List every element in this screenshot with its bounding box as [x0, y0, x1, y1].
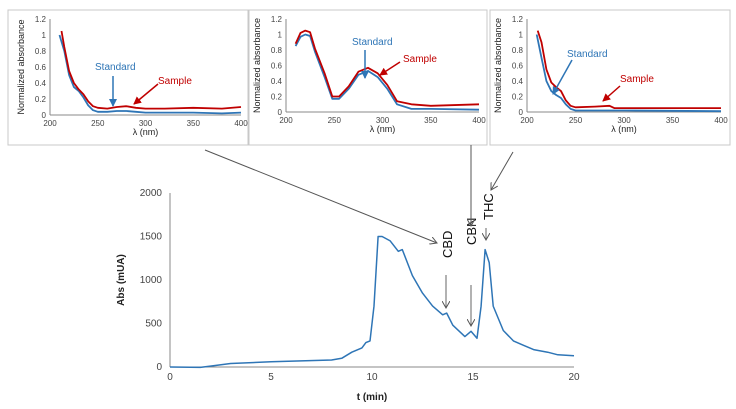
y-tick-label: 0.6	[512, 62, 524, 71]
y-tick-label: 0.4	[512, 77, 524, 86]
peak-label-thc: THC	[481, 193, 496, 220]
x-tick-label: 20	[568, 372, 580, 383]
y-axis-label: Normalized absorbance	[493, 18, 503, 113]
standard-arrow	[552, 59, 573, 95]
y-tick-label: 0	[519, 108, 524, 117]
sample-arrow	[379, 61, 401, 76]
series-line-sample	[294, 29, 480, 107]
connector-arrow-cbd	[204, 149, 437, 243]
x-tick-label: 400	[472, 116, 486, 125]
y-tick-label: 0.4	[271, 77, 283, 86]
y-tick-label: 1	[278, 31, 283, 40]
x-tick-label: 0	[167, 372, 173, 383]
x-tick-label: 350	[187, 119, 201, 128]
x-tick-label: 350	[424, 116, 438, 125]
x-axis-label: t (min)	[357, 392, 388, 403]
y-tick-label: 1.2	[271, 15, 283, 24]
y-axis-label: Normalized absorbance	[16, 19, 26, 114]
inset-chart-2: 200 250 300 350 400 0 0.2 0.4 0.6 0.8 1 1.2 λ (nm) No…	[252, 15, 486, 134]
y-tick-label: 0.8	[512, 46, 524, 55]
x-tick-label: 300	[139, 119, 153, 128]
y-axis-label: Abs (mUA)	[116, 254, 127, 306]
connector-arrow-thc	[491, 151, 514, 190]
x-tick-label: 10	[366, 372, 378, 383]
x-tick-label: 200	[279, 116, 293, 125]
x-tick-label: 350	[666, 116, 680, 125]
x-axis-label: λ (nm)	[370, 124, 396, 134]
y-tick-label: 0.6	[35, 63, 47, 72]
y-tick-label: 500	[145, 319, 162, 330]
inset-panel-1	[7, 9, 249, 146]
main-chromatogram: 0 5 10 15 20 0 500 1000 1500 2000 t (min) Abs (mUA)…	[116, 188, 580, 403]
y-tick-label: 1500	[140, 232, 163, 243]
y-tick-label: 1	[519, 31, 524, 40]
series-line-standard	[294, 33, 480, 111]
legend-label-standard: Standard	[567, 49, 608, 60]
y-tick-label: 0	[156, 362, 162, 373]
inset-chart-3: 200 250 300 350 400 0 0.2 0.4 0.6 0.8 1 1.2 λ (nm) No…	[493, 15, 728, 134]
x-axis-label: λ (nm)	[611, 124, 637, 134]
legend-label-sample: Sample	[620, 74, 654, 85]
series-line-standard	[58, 34, 242, 115]
x-tick-label: 200	[520, 116, 534, 125]
x-axis-label: λ (nm)	[133, 127, 159, 137]
x-tick-label: 400	[234, 119, 248, 128]
series-line-standard	[535, 34, 722, 113]
y-tick-label: 0	[278, 108, 283, 117]
inset-panel-3	[489, 9, 731, 146]
y-tick-label: 0.2	[35, 95, 47, 104]
y-tick-label: 0.8	[35, 47, 47, 56]
y-tick-label: 1.2	[35, 15, 47, 24]
sample-arrow	[133, 83, 159, 105]
y-tick-label: 1000	[140, 275, 163, 286]
x-tick-label: 400	[714, 116, 728, 125]
y-tick-label: 0.4	[35, 79, 47, 88]
sample-arrow	[602, 85, 621, 102]
y-tick-label: 1	[42, 31, 47, 40]
series-line-chromatogram	[169, 235, 575, 369]
y-tick-label: 0.8	[271, 46, 283, 55]
inset-chart-1: 200 250 300 350 400 0 0.2 0.4 0.6 0.8 1 1.2 λ (nm) No…	[16, 15, 248, 137]
y-tick-label: 0.6	[271, 62, 283, 71]
x-tick-label: 300	[617, 116, 631, 125]
peak-label-cbd: CBD	[440, 231, 455, 258]
x-tick-label: 250	[91, 119, 105, 128]
x-tick-label: 200	[43, 119, 57, 128]
y-tick-label: 1.2	[512, 15, 524, 24]
x-tick-label: 250	[569, 116, 583, 125]
x-tick-label: 300	[376, 116, 390, 125]
series-line-sample	[536, 30, 721, 109]
legend-label-sample: Sample	[403, 54, 437, 65]
legend-label-sample: Sample	[158, 76, 192, 87]
x-tick-label: 250	[328, 116, 342, 125]
y-tick-label: 2000	[140, 188, 163, 199]
y-tick-label: 0.2	[271, 93, 283, 102]
legend-label-standard: Standard	[95, 62, 136, 73]
x-tick-label: 5	[268, 372, 274, 383]
x-tick-label: 15	[467, 372, 479, 383]
y-tick-label: 0.2	[512, 93, 524, 102]
legend-label-standard: Standard	[352, 37, 393, 48]
series-line-sample	[60, 30, 242, 110]
y-axis-label: Normalized absorbance	[252, 18, 262, 113]
y-tick-label: 0	[42, 111, 47, 120]
